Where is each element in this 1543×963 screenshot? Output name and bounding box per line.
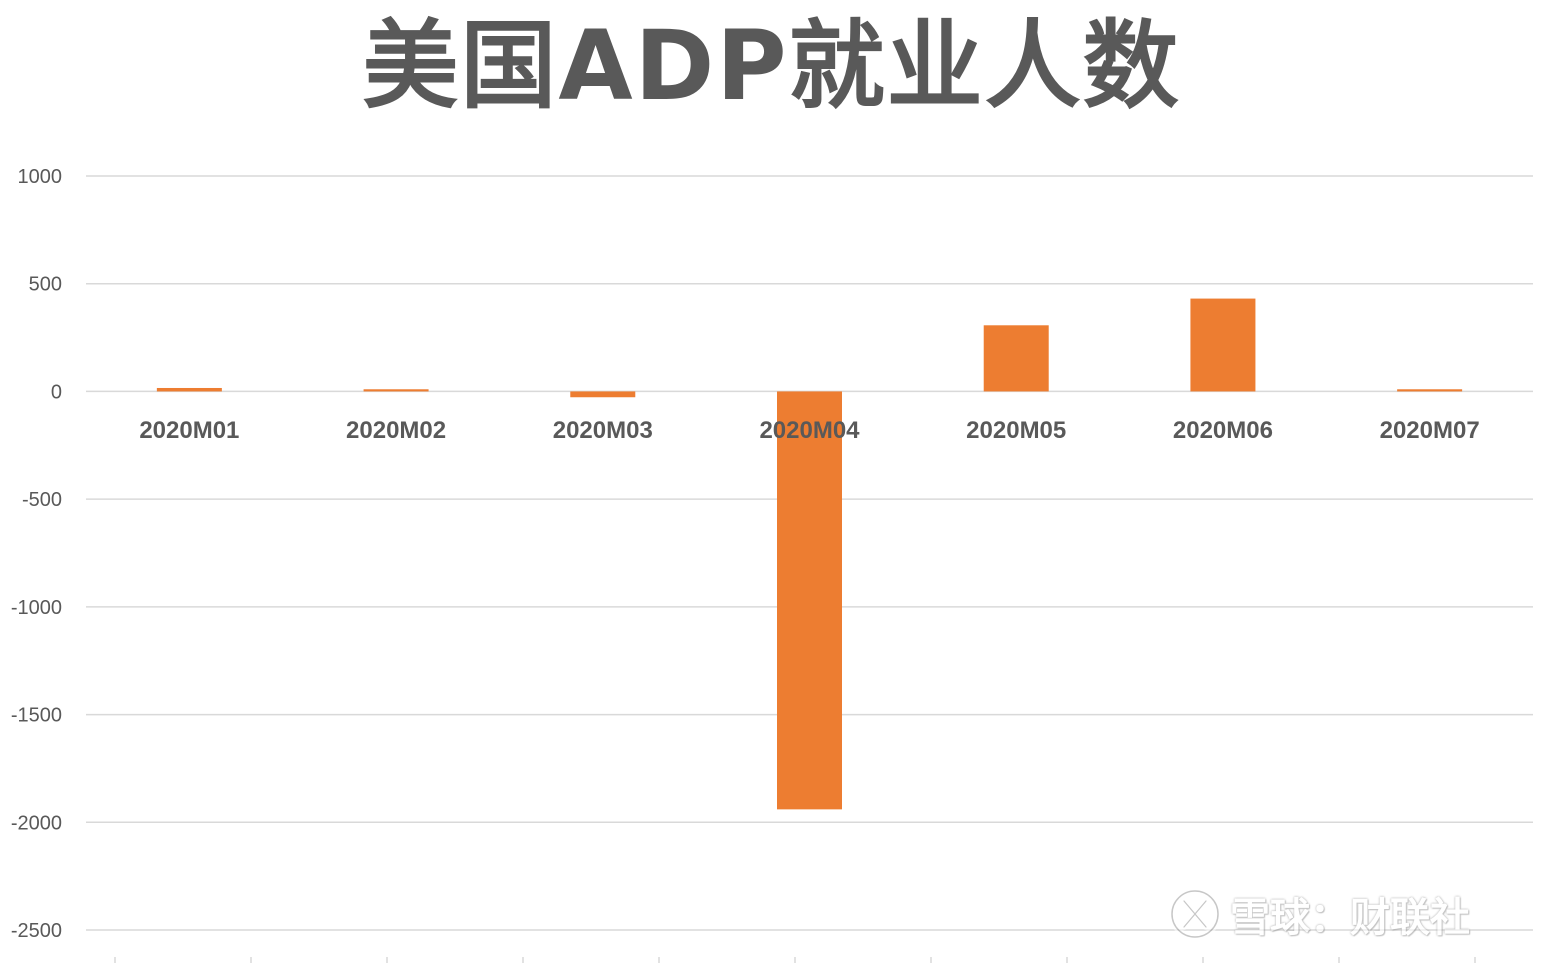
snowball-logo-icon <box>1169 888 1221 940</box>
y-tick-label: -1000 <box>11 597 62 619</box>
y-axis-tick-labels: 1000 500 0 -500 -1000 -1500 -2000 -2500 <box>11 166 62 942</box>
bar-2020M04 <box>777 391 842 810</box>
bar-2020M06 <box>1190 298 1256 392</box>
y-tick-label: 500 <box>29 274 62 296</box>
y-tick-label: -2000 <box>11 812 62 834</box>
x-tick-label: 2020M02 <box>346 417 446 444</box>
x-tick-label: 2020M07 <box>1380 417 1480 444</box>
x-tick-label: 2020M03 <box>553 417 653 444</box>
bar-2020M07 <box>1397 389 1463 392</box>
chart-title: 美国ADP就业人数 <box>362 10 1181 122</box>
bar-2020M01 <box>156 387 222 392</box>
x-tick-label: 2020M06 <box>1173 417 1273 444</box>
y-tick-label: 0 <box>51 381 62 403</box>
watermark-text: 雪球：财联社 <box>1230 895 1470 941</box>
y-tick-label: -1500 <box>11 705 62 727</box>
y-tick-label: -2500 <box>11 920 62 942</box>
x-tick-label: 2020M01 <box>139 417 239 444</box>
bars <box>156 298 1463 810</box>
y-tick-label: -500 <box>22 489 62 511</box>
bar-2020M05 <box>983 325 1049 392</box>
x-tick-label: 2020M05 <box>966 417 1066 444</box>
bar-2020M03 <box>570 391 636 398</box>
x-tick-label: 2020M04 <box>759 417 860 444</box>
y-tick-label: 1000 <box>18 166 63 188</box>
x-axis-tick-labels: 2020M01 2020M02 2020M03 2020M04 2020M05 2020M… <box>139 417 1479 444</box>
bar-2020M02 <box>363 389 429 392</box>
watermark: 雪球：财联社 <box>1168 884 1470 944</box>
